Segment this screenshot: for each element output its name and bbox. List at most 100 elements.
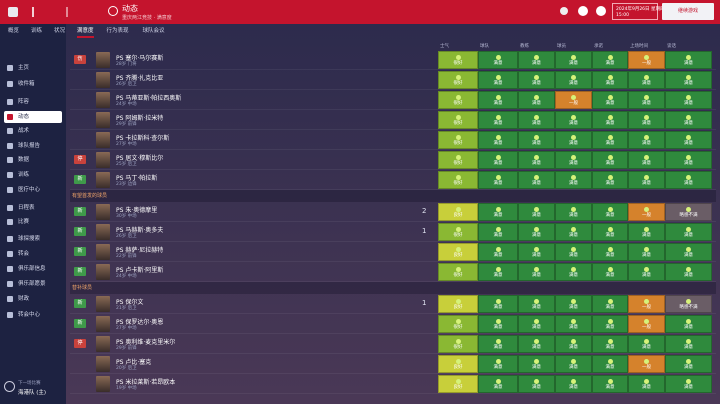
status-icon[interactable] xyxy=(596,6,606,16)
column-header[interactable]: 教练 xyxy=(520,44,529,49)
satisfaction-cell[interactable]: 满意 xyxy=(555,151,592,169)
sidebar-item[interactable]: 转会 xyxy=(4,248,62,260)
satisfaction-cell[interactable]: 满意 xyxy=(518,151,555,169)
satisfaction-cell[interactable]: 满意 xyxy=(628,91,665,109)
player-row[interactable]: 新 PS 赫萨·尼拉赫特 22岁 前锋 良好 满意 满意 满意 满意 满意 满意 xyxy=(70,242,716,262)
sidebar-item[interactable]: 球队报告 xyxy=(4,140,62,152)
satisfaction-cell[interactable]: 满意 xyxy=(478,51,518,69)
player-row[interactable]: 新 PS 保罗达尔·奥恩 27岁 中场 很好 满意 满意 满意 满意 一般 满意 xyxy=(70,314,716,334)
satisfaction-cell[interactable]: 满意 xyxy=(518,223,555,241)
satisfaction-cell[interactable]: 满意 xyxy=(478,375,518,393)
satisfaction-cell[interactable]: 很好 xyxy=(438,223,478,241)
player-name[interactable]: PS 保尔文 xyxy=(116,299,144,306)
satisfaction-cell[interactable]: 满意 xyxy=(592,51,628,69)
satisfaction-cell[interactable]: 满意 xyxy=(518,375,555,393)
satisfaction-cell[interactable]: 良好 xyxy=(438,295,478,313)
sidebar-item[interactable]: 医疗中心 xyxy=(4,184,62,196)
satisfaction-cell[interactable]: 满意 xyxy=(518,91,555,109)
player-row[interactable]: PS 卡拉斯科·查尔斯 27岁 中场 很好 满意 满意 满意 满意 满意 满意 xyxy=(70,130,716,150)
satisfaction-cell[interactable]: 满意 xyxy=(628,223,665,241)
search-icon[interactable] xyxy=(108,6,118,16)
satisfaction-cell[interactable]: 满意 xyxy=(555,131,592,149)
satisfaction-cell[interactable]: 满意 xyxy=(592,203,628,221)
satisfaction-cell[interactable]: 良好 xyxy=(438,203,478,221)
satisfaction-cell[interactable]: 满意 xyxy=(592,111,628,129)
satisfaction-cell[interactable]: 很好 xyxy=(438,263,478,281)
satisfaction-cell[interactable]: 满意 xyxy=(665,131,712,149)
satisfaction-cell[interactable]: 满意 xyxy=(665,355,712,373)
satisfaction-cell[interactable]: 满意 xyxy=(555,51,592,69)
satisfaction-cell[interactable]: 满意 xyxy=(518,295,555,313)
satisfaction-cell[interactable]: 满意 xyxy=(478,111,518,129)
continue-button[interactable]: 继续游戏 xyxy=(662,3,714,20)
sidebar-item[interactable]: 战术 xyxy=(4,125,62,137)
satisfaction-cell[interactable]: 满意 xyxy=(555,243,592,261)
satisfaction-cell[interactable]: 满意 xyxy=(665,151,712,169)
satisfaction-cell[interactable]: 满意 xyxy=(555,203,592,221)
player-row[interactable]: 停 PS 居文·穆斯比尔 25岁 后卫 很好 满意 满意 满意 满意 满意 满意 xyxy=(70,150,716,170)
satisfaction-cell[interactable]: 满意 xyxy=(665,111,712,129)
satisfaction-cell[interactable]: 很好 xyxy=(438,71,478,89)
tab[interactable]: 概览 xyxy=(8,28,20,34)
sidebar-item[interactable]: 主页 xyxy=(4,62,62,74)
satisfaction-cell[interactable]: 满意 xyxy=(555,295,592,313)
satisfaction-cell[interactable]: 一般 xyxy=(628,355,665,373)
satisfaction-cell[interactable]: 满意 xyxy=(555,375,592,393)
player-name[interactable]: PS 马蒂亚斯·帕拉西奥斯 xyxy=(116,95,182,102)
satisfaction-cell[interactable]: 很好 xyxy=(438,151,478,169)
satisfaction-cell[interactable]: 略感不满 xyxy=(665,295,712,313)
player-row[interactable]: 新 PS 马丁·帕拉斯 23岁 边锋 很好 满意 满意 满意 满意 满意 满意 xyxy=(70,170,716,190)
satisfaction-cell[interactable]: 满意 xyxy=(628,151,665,169)
satisfaction-cell[interactable]: 满意 xyxy=(592,335,628,353)
satisfaction-cell[interactable]: 满意 xyxy=(592,295,628,313)
satisfaction-cell[interactable]: 满意 xyxy=(478,355,518,373)
satisfaction-cell[interactable]: 满意 xyxy=(518,71,555,89)
player-name[interactable]: PS 马赫斯·奥多夫 xyxy=(116,227,164,234)
player-name[interactable]: PS 保罗达尔·奥恩 xyxy=(116,319,164,326)
player-row[interactable]: 新 PS 保尔文 21岁 后卫 1 良好 满意 满意 满意 满意 一般 略感不满 xyxy=(70,294,716,314)
satisfaction-cell[interactable]: 满意 xyxy=(518,243,555,261)
tab[interactable]: 训练 xyxy=(31,28,43,34)
satisfaction-cell[interactable]: 良好 xyxy=(438,375,478,393)
player-row[interactable]: PS 齐腾·扎克比亚 26岁 后卫 很好 满意 满意 满意 满意 满意 满意 xyxy=(70,70,716,90)
satisfaction-cell[interactable]: 满意 xyxy=(478,263,518,281)
satisfaction-cell[interactable]: 满意 xyxy=(555,171,592,189)
satisfaction-cell[interactable]: 满意 xyxy=(555,111,592,129)
satisfaction-cell[interactable]: 满意 xyxy=(478,171,518,189)
nav-back[interactable] xyxy=(32,7,42,17)
player-name[interactable]: PS 奥利维·麦克里米尔 xyxy=(116,339,176,346)
satisfaction-cell[interactable]: 满意 xyxy=(478,243,518,261)
player-row[interactable]: PS 卢比·塞克 20岁 后卫 良好 满意 满意 满意 满意 一般 满意 xyxy=(70,354,716,374)
satisfaction-cell[interactable]: 满意 xyxy=(665,171,712,189)
sidebar-item[interactable]: 俱乐部愿景 xyxy=(4,278,62,290)
satisfaction-cell[interactable]: 满意 xyxy=(478,315,518,333)
player-row[interactable]: PS 阿姆斯·拉米特 29岁 前锋 很好 满意 满意 满意 满意 满意 满意 xyxy=(70,110,716,130)
player-name[interactable]: PS 阿姆斯·拉米特 xyxy=(116,115,164,122)
satisfaction-cell[interactable]: 满意 xyxy=(592,243,628,261)
home-icon[interactable] xyxy=(8,7,18,17)
satisfaction-cell[interactable]: 很好 xyxy=(438,91,478,109)
player-name[interactable]: PS 马丁·帕拉斯 xyxy=(116,175,158,182)
satisfaction-cell[interactable]: 满意 xyxy=(592,315,628,333)
satisfaction-cell[interactable]: 满意 xyxy=(478,71,518,89)
player-name[interactable]: PS 齐腾·扎克比亚 xyxy=(116,75,164,82)
tab[interactable]: 状况 xyxy=(54,28,66,34)
satisfaction-cell[interactable]: 满意 xyxy=(518,355,555,373)
satisfaction-cell[interactable]: 满意 xyxy=(592,131,628,149)
satisfaction-cell[interactable]: 满意 xyxy=(592,263,628,281)
satisfaction-cell[interactable]: 满意 xyxy=(555,355,592,373)
satisfaction-cell[interactable]: 满意 xyxy=(592,71,628,89)
status-icon[interactable] xyxy=(578,6,588,16)
satisfaction-cell[interactable]: 满意 xyxy=(628,335,665,353)
satisfaction-cell[interactable]: 一般 xyxy=(628,295,665,313)
satisfaction-cell[interactable]: 良好 xyxy=(438,355,478,373)
satisfaction-cell[interactable]: 满意 xyxy=(628,243,665,261)
player-row[interactable]: 伤 PS 塞尔·马尔赛斯 28岁 门将 很好 满意 满意 满意 满意 一般 满意 xyxy=(70,50,716,70)
player-row[interactable]: PS 米拉莱斯·若昂欧本 19岁 中场 良好 满意 满意 满意 满意 满意 满意 xyxy=(70,374,716,394)
satisfaction-cell[interactable]: 略感不满 xyxy=(665,203,712,221)
satisfaction-cell[interactable]: 满意 xyxy=(478,203,518,221)
satisfaction-cell[interactable]: 满意 xyxy=(518,263,555,281)
satisfaction-cell[interactable]: 满意 xyxy=(592,375,628,393)
satisfaction-cell[interactable]: 很好 xyxy=(438,131,478,149)
satisfaction-cell[interactable]: 满意 xyxy=(555,71,592,89)
